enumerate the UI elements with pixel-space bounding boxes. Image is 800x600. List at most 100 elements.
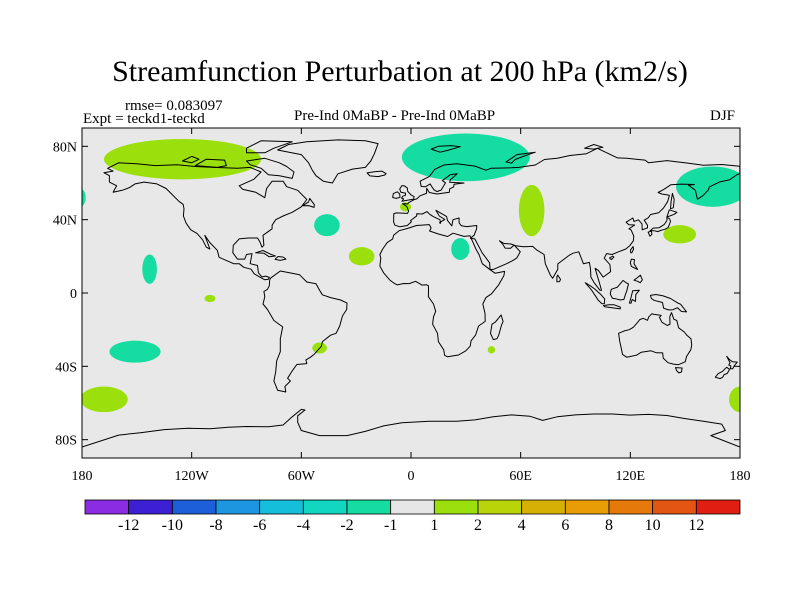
coastline-java <box>602 304 621 310</box>
coastline-banks-isl <box>182 155 200 164</box>
coastline-nz-north <box>726 355 738 370</box>
colorbar-swatch <box>128 499 173 515</box>
anomaly-pacific-west-edge <box>82 189 86 207</box>
experiment-label: Expt = teckd1-teckd <box>83 111 205 127</box>
colorbar-swatch <box>302 499 348 515</box>
colorbar-label: -2 <box>340 517 353 534</box>
y-tick-label: 0 <box>70 287 77 302</box>
coastline-hainan <box>609 255 615 261</box>
coastline-south-america <box>262 270 348 393</box>
comparison-label: Pre-Ind 0MaBP - Pre-Ind 0MaBP <box>294 108 496 124</box>
colorbar-swatch <box>695 499 741 515</box>
anomaly-siberia-east-negative <box>676 166 740 207</box>
colorbar-swatch <box>564 499 610 515</box>
coastline-iceland <box>366 170 387 178</box>
chart-title: Streamfunction Perturbation at 200 hPa (… <box>112 55 688 88</box>
colorbar-label: 4 <box>518 517 526 534</box>
colorbar-swatch <box>84 499 130 515</box>
anomaly-pacific-equator-positive <box>204 294 216 303</box>
coastline-north-america <box>103 162 308 281</box>
coastline-philippines-mindanao <box>633 274 643 284</box>
coastline-severnaya-zemlya <box>584 144 604 150</box>
y-tick-label: 80S <box>55 434 77 449</box>
coastline-philippines-luzon <box>629 258 639 270</box>
coastline-africa <box>379 224 506 358</box>
anomaly-south-pacific-negative <box>109 340 161 363</box>
colorbar-label: 10 <box>645 517 661 534</box>
x-tick-label: 120E <box>616 469 646 484</box>
colorbar-label: 2 <box>474 517 482 534</box>
colorbar-label: 8 <box>605 517 613 534</box>
anomaly-japan-positive <box>663 225 697 244</box>
colorbar-swatch <box>390 499 435 515</box>
coastline-australia <box>618 312 693 366</box>
coastline-new-guinea <box>649 294 688 313</box>
coastline-sri-lanka <box>556 274 561 283</box>
coastline-nz-south <box>714 366 731 380</box>
x-tick-label: 60W <box>288 469 316 484</box>
anomaly-central-asia-positive <box>518 184 545 237</box>
colorbar-swatch <box>215 499 261 515</box>
coastline-novaya-zemlya <box>505 151 536 164</box>
anomaly-layer <box>82 133 740 413</box>
colorbar-swatch <box>433 499 479 515</box>
colorbar-label: 12 <box>688 517 704 534</box>
coastline-japan-honshu <box>649 216 671 233</box>
coastline-layer <box>82 139 740 448</box>
coastline-japan-kyushu <box>647 230 653 237</box>
anomaly-sahara-negative <box>451 238 470 260</box>
coastline-japan-hokkaido <box>666 209 678 218</box>
season-label: DJF <box>710 108 736 124</box>
colorbar-label: -6 <box>253 517 266 534</box>
x-tick-label: 120W <box>175 469 210 484</box>
anomaly-madagascar-positive <box>487 346 496 354</box>
coastline-antarctica <box>82 408 740 448</box>
coastline-newfoundland <box>302 197 315 208</box>
coastline-tasmania <box>675 367 683 374</box>
coastline-madagascar <box>490 314 504 341</box>
colorbar-label: -8 <box>209 517 222 534</box>
x-tick-label: 180 <box>72 469 93 484</box>
coastline-borneo <box>609 279 629 301</box>
anomaly-south-pacific-west-positive <box>82 386 128 413</box>
colorbar-swatch <box>259 499 304 515</box>
y-tick-label: 40S <box>55 360 77 375</box>
colorbar-label: -1 <box>384 517 397 534</box>
colorbar-label: 6 <box>561 517 569 534</box>
coastline-victoria-isl <box>194 158 227 168</box>
axis-ticks: 180 120W 60W 0 60E 120E 180 80N 40N 0 40S 80S <box>53 128 751 484</box>
coastline-sakhalin <box>670 192 675 210</box>
coastline-sumatra <box>584 282 606 305</box>
x-tick-label: 60E <box>509 469 532 484</box>
anomaly-greenland-negative <box>401 133 530 182</box>
anomaly-south-pacific-east-positive <box>729 386 740 413</box>
colorbar-swatch <box>608 499 654 515</box>
y-tick-label: 40N <box>53 214 77 229</box>
colorbar-swatch <box>346 499 392 515</box>
colorbar-label: -10 <box>162 517 183 534</box>
x-tick-label: 0 <box>408 469 415 484</box>
coastline-uk <box>399 185 415 202</box>
coastline-hispaniola <box>274 256 287 261</box>
map-ocean-background <box>82 128 740 458</box>
anomaly-canada-positive <box>103 139 262 180</box>
anomaly-pacific-tropic-negative <box>142 254 157 284</box>
colorbar-swatch <box>521 499 566 515</box>
colorbar-swatch <box>652 499 697 515</box>
rmse-label: rmse= 0.083097 <box>125 98 223 114</box>
coastline-baffin <box>246 157 295 179</box>
coastline-eurasia <box>393 147 740 291</box>
x-tick-label: 180 <box>730 469 751 484</box>
anomaly-atlantic-subtropic-positive <box>348 247 375 266</box>
colorbar-label: 1 <box>430 517 438 534</box>
colorbar-label: -4 <box>297 517 310 534</box>
coastline-sulawesi <box>628 289 640 304</box>
anomaly-north-atlantic-negative <box>314 214 340 237</box>
coastline-taiwan <box>630 246 635 254</box>
coastline-ellesmere <box>246 140 293 154</box>
colorbar-label: -12 <box>118 517 139 534</box>
coastline-greenland <box>277 139 379 184</box>
coastline-cuba <box>255 250 276 258</box>
coastline-svalbard <box>430 145 461 153</box>
